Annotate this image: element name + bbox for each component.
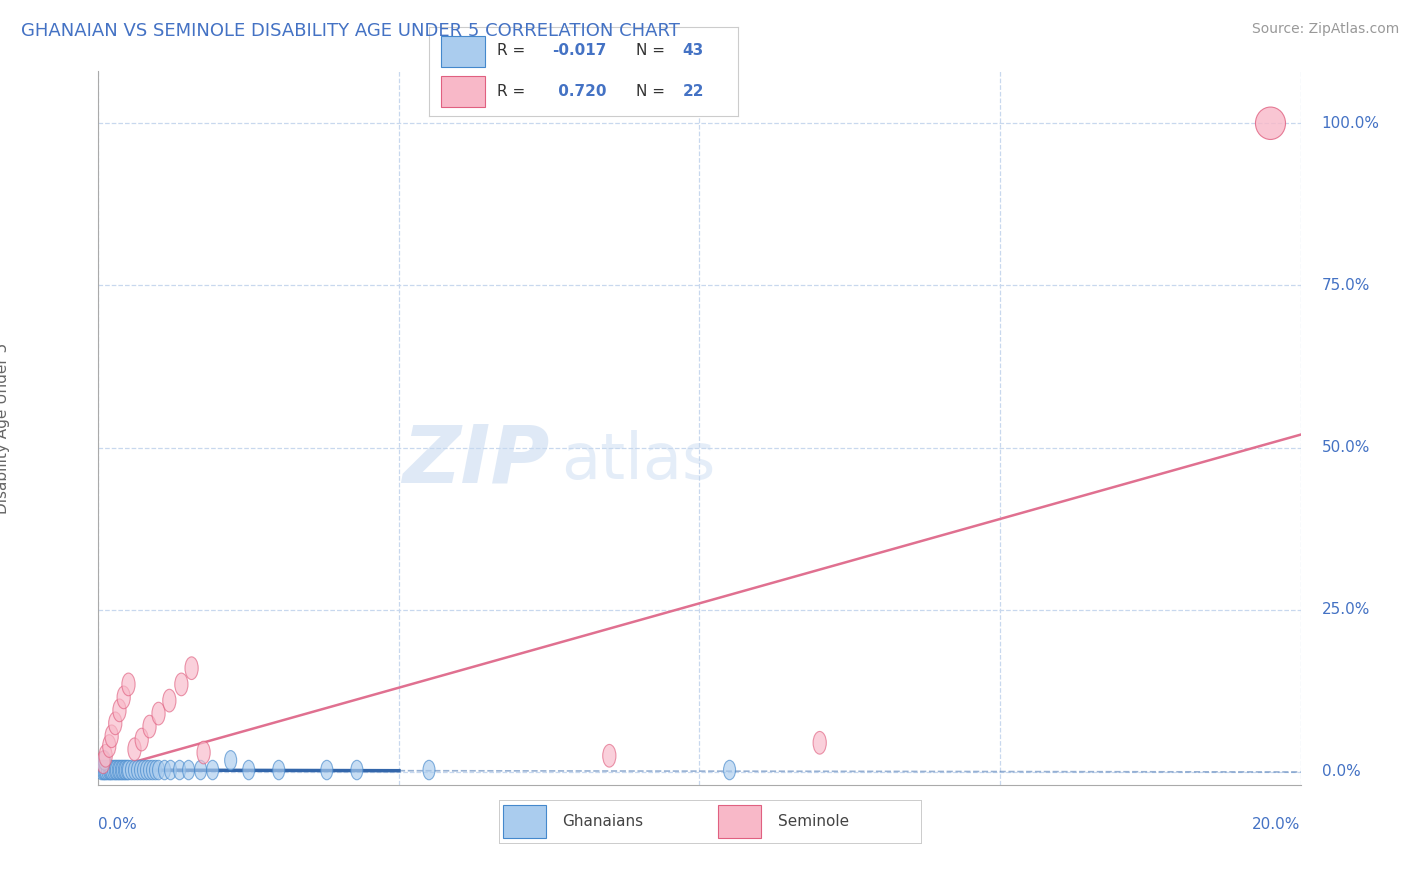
Ellipse shape <box>114 760 125 780</box>
Ellipse shape <box>724 760 735 780</box>
Text: R =: R = <box>496 85 530 99</box>
Ellipse shape <box>122 760 135 780</box>
Text: Seminole: Seminole <box>778 814 849 829</box>
Text: 0.0%: 0.0% <box>1322 764 1361 780</box>
Ellipse shape <box>121 760 134 780</box>
Ellipse shape <box>132 760 143 780</box>
Text: 43: 43 <box>682 44 704 58</box>
Ellipse shape <box>103 760 115 780</box>
Ellipse shape <box>128 738 141 761</box>
Ellipse shape <box>107 760 120 780</box>
Text: 25.0%: 25.0% <box>1322 602 1369 617</box>
Ellipse shape <box>125 760 138 780</box>
Ellipse shape <box>122 673 135 696</box>
Text: 22: 22 <box>682 85 704 99</box>
Text: 0.0%: 0.0% <box>98 817 138 832</box>
Ellipse shape <box>108 712 122 735</box>
Ellipse shape <box>105 725 118 747</box>
FancyBboxPatch shape <box>441 36 485 67</box>
Ellipse shape <box>105 760 118 780</box>
Ellipse shape <box>98 760 111 780</box>
Ellipse shape <box>146 760 159 780</box>
Text: 75.0%: 75.0% <box>1322 278 1369 293</box>
Ellipse shape <box>423 760 434 780</box>
Ellipse shape <box>112 699 127 722</box>
Ellipse shape <box>603 745 616 767</box>
Ellipse shape <box>143 760 156 780</box>
Text: Source: ZipAtlas.com: Source: ZipAtlas.com <box>1251 22 1399 37</box>
Text: Disability Age Under 5: Disability Age Under 5 <box>0 343 10 514</box>
Ellipse shape <box>173 760 186 780</box>
Ellipse shape <box>141 760 152 780</box>
Text: 100.0%: 100.0% <box>1322 116 1379 131</box>
Ellipse shape <box>186 657 198 680</box>
Ellipse shape <box>159 760 170 780</box>
Text: 50.0%: 50.0% <box>1322 440 1369 455</box>
Ellipse shape <box>225 750 236 770</box>
Ellipse shape <box>143 715 156 738</box>
Text: ZIP: ZIP <box>402 422 550 500</box>
Ellipse shape <box>117 760 128 780</box>
Ellipse shape <box>194 760 207 780</box>
FancyBboxPatch shape <box>718 805 761 838</box>
FancyBboxPatch shape <box>503 805 546 838</box>
Ellipse shape <box>152 760 165 780</box>
Ellipse shape <box>115 760 128 780</box>
Ellipse shape <box>97 760 110 780</box>
Ellipse shape <box>135 728 148 751</box>
Ellipse shape <box>111 760 122 780</box>
Ellipse shape <box>104 760 117 780</box>
Text: Ghanaians: Ghanaians <box>562 814 644 829</box>
Ellipse shape <box>96 760 107 780</box>
Text: 20.0%: 20.0% <box>1253 817 1301 832</box>
Text: R =: R = <box>496 44 530 58</box>
Ellipse shape <box>138 760 149 780</box>
Ellipse shape <box>1256 107 1285 139</box>
Ellipse shape <box>110 760 121 780</box>
Text: -0.017: -0.017 <box>553 44 607 58</box>
Ellipse shape <box>273 760 285 780</box>
Ellipse shape <box>117 686 131 709</box>
Ellipse shape <box>243 760 254 780</box>
Ellipse shape <box>98 745 112 767</box>
Ellipse shape <box>135 760 146 780</box>
Ellipse shape <box>112 760 124 780</box>
Text: N =: N = <box>636 85 669 99</box>
Ellipse shape <box>98 750 111 770</box>
Ellipse shape <box>174 673 188 696</box>
Ellipse shape <box>165 760 177 780</box>
Text: 0.720: 0.720 <box>553 85 606 99</box>
Ellipse shape <box>100 760 111 780</box>
Ellipse shape <box>97 751 110 773</box>
Text: N =: N = <box>636 44 669 58</box>
Ellipse shape <box>183 760 194 780</box>
Ellipse shape <box>163 690 176 712</box>
FancyBboxPatch shape <box>441 76 485 107</box>
Ellipse shape <box>197 741 211 764</box>
Ellipse shape <box>101 760 114 780</box>
Ellipse shape <box>813 731 827 754</box>
Ellipse shape <box>321 760 333 780</box>
Ellipse shape <box>352 760 363 780</box>
Ellipse shape <box>118 760 131 780</box>
Ellipse shape <box>152 702 165 725</box>
Ellipse shape <box>128 760 141 780</box>
Ellipse shape <box>120 760 132 780</box>
Ellipse shape <box>103 735 115 757</box>
Text: atlas: atlas <box>561 430 716 491</box>
Text: GHANAIAN VS SEMINOLE DISABILITY AGE UNDER 5 CORRELATION CHART: GHANAIAN VS SEMINOLE DISABILITY AGE UNDE… <box>21 22 681 40</box>
Ellipse shape <box>149 760 162 780</box>
Ellipse shape <box>207 760 219 780</box>
